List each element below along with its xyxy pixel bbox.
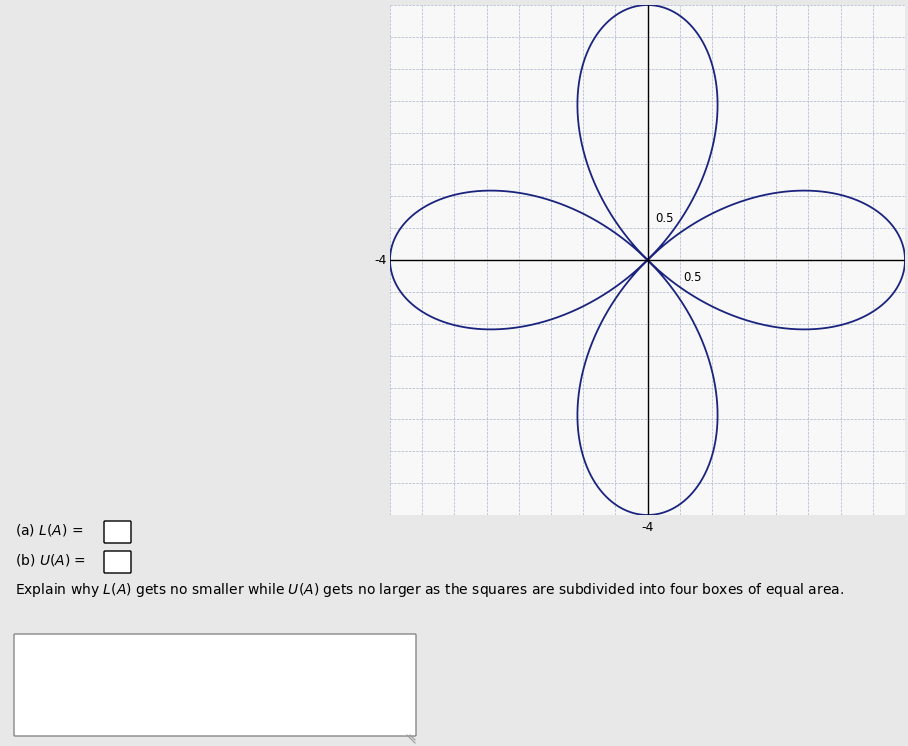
Text: 4: 4 bbox=[654, 0, 662, 1]
Text: -4: -4 bbox=[641, 521, 654, 534]
FancyBboxPatch shape bbox=[14, 634, 416, 736]
Text: Explain why $L(A)$ gets no smaller while $U(A)$ gets no larger as the squares ar: Explain why $L(A)$ gets no smaller while… bbox=[15, 581, 844, 599]
FancyBboxPatch shape bbox=[104, 551, 131, 573]
FancyBboxPatch shape bbox=[104, 521, 131, 543]
Text: (a) $L(A)$ =: (a) $L(A)$ = bbox=[15, 522, 84, 538]
Text: 0.5: 0.5 bbox=[656, 212, 674, 225]
Text: 0.5: 0.5 bbox=[683, 272, 701, 284]
Text: -4: -4 bbox=[374, 254, 387, 266]
Text: (b) $U(A)$ =: (b) $U(A)$ = bbox=[15, 552, 86, 568]
